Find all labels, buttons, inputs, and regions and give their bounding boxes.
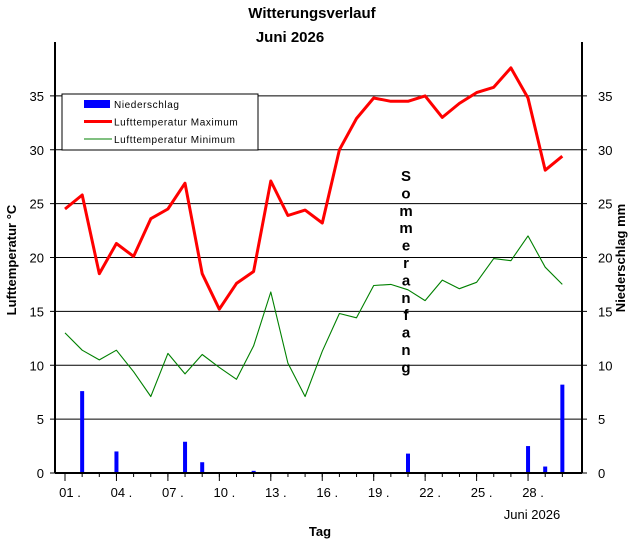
precip-bar-day-9: [200, 462, 205, 473]
annotation-letter: a: [402, 325, 411, 342]
x-tick-label: 01 .: [59, 485, 81, 500]
precip-bar-day-4: [114, 451, 119, 473]
y-right-tick-label: 15: [598, 304, 612, 319]
x-tick-label: 04 .: [111, 485, 133, 500]
annotation-letter: g: [401, 359, 410, 376]
y-left-tick-label: 0: [37, 466, 44, 481]
legend-label: Niederschlag: [114, 100, 180, 111]
y-right-tick-label: 20: [598, 251, 612, 266]
chart-title: Witterungsverlauf: [248, 5, 376, 22]
x-tick-label: 10 .: [214, 485, 236, 500]
y-left-tick-label: 25: [30, 197, 44, 212]
x-tick-label: 16 .: [316, 485, 338, 500]
y-axis-right-title: Niederschlag mm: [613, 204, 628, 312]
legend-label: Lufttemperatur Maximum: [114, 118, 238, 129]
y-right-tick-label: 30: [598, 143, 612, 158]
y-left-tick-label: 10: [30, 358, 44, 373]
y-right-tick-label: 25: [598, 197, 612, 212]
y-right-tick-labels: 0 5 10 15 20 25 30 35: [598, 89, 612, 481]
annotation-letter: S: [401, 168, 411, 185]
x-tick-label: 25 .: [471, 485, 493, 500]
precip-bar-day-28: [526, 446, 531, 473]
y-right-tick-label: 10: [598, 358, 612, 373]
precip-bar-day-12: [251, 470, 256, 473]
chart-subtitle: Juni 2026: [256, 29, 324, 46]
precip-bar-day-30: [560, 384, 565, 473]
precip-bar-day-29: [543, 466, 548, 473]
precip-bar-day-2: [80, 391, 85, 473]
annotation-letter: n: [401, 290, 410, 307]
x-period-label: Juni 2026: [504, 507, 560, 522]
y-left-tick-label: 20: [30, 251, 44, 266]
series-line-min-temp: [64, 235, 563, 398]
y-right-tick-label: 35: [598, 89, 612, 104]
y-left-tick-label: 30: [30, 143, 44, 158]
x-tick-label: 28 .: [522, 485, 544, 500]
y-axis-left-title: Lufttemperatur °C: [4, 204, 19, 315]
y-left-tick-labels: 0 5 10 15 20 25 30 35: [30, 89, 44, 481]
x-tick-label: 19 .: [368, 485, 390, 500]
x-tick-label: 13 .: [265, 485, 287, 500]
x-tick-labels: 01 . 04 . 07 . 10 . 13 . 16 . 19 . 22 . 25 . 28 .: [59, 485, 544, 500]
temperature-lines: [64, 66, 564, 398]
annotation-letter: a: [402, 272, 411, 289]
y-right-tick-label: 0: [598, 466, 605, 481]
x-tick-label: 07 .: [162, 485, 184, 500]
annotation-letter: m: [399, 203, 412, 220]
y-left-tick-label: 15: [30, 304, 44, 319]
annotation-letter: f: [404, 307, 410, 324]
legend-label: Lufttemperatur Minimum: [114, 135, 236, 146]
x-axis-title: Tag: [309, 524, 331, 539]
annotation-letter: m: [399, 220, 412, 237]
precip-bar-day-8: [183, 441, 188, 473]
y-right-tick-label: 5: [598, 412, 605, 427]
precipitation-bars: [80, 384, 565, 473]
y-left-tick-label: 35: [30, 89, 44, 104]
annotation-letter: e: [402, 238, 410, 255]
x-tick-label: 22 .: [419, 485, 441, 500]
annotation-letter: o: [401, 185, 410, 202]
legend: Niederschlag Lufttemperatur Maximum Luftte…: [61, 93, 259, 151]
annotation-letter: n: [401, 342, 410, 359]
axes: [50, 42, 587, 481]
series-line-max-temp: [64, 66, 564, 311]
annotation-letter: r: [403, 255, 409, 272]
y-left-tick-label: 5: [37, 412, 44, 427]
legend-swatch-precip: [84, 100, 110, 108]
precip-bar-day-21: [406, 453, 410, 473]
